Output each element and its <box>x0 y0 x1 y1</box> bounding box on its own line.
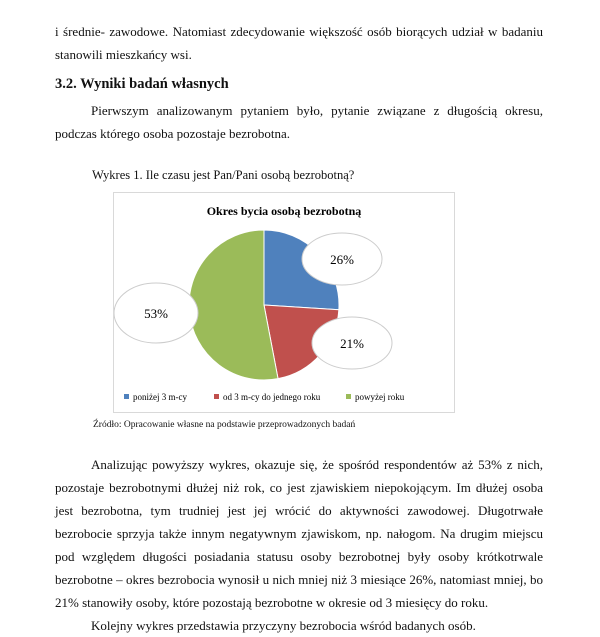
top-paragraph: i średnie- zawodowe. Natomiast zdecydowa… <box>55 24 543 62</box>
section-heading: 3.2. Wyniki badań własnych <box>55 76 229 92</box>
analysis-paragraph: Analizując powyższy wykres, okazuje się,… <box>55 457 543 610</box>
data-label-bubble <box>311 316 393 370</box>
data-label: 53% <box>144 306 168 321</box>
legend-swatch <box>214 394 219 399</box>
figure-caption: Wykres 1. Ile czasu jest Pan/Pani osobą … <box>92 168 355 182</box>
intro-paragraph: Pierwszym analizowanym pytaniem było, py… <box>55 103 543 141</box>
data-label: 26% <box>330 252 354 267</box>
legend-swatch <box>124 394 129 399</box>
pie-chart: Okres bycia osobą bezrobotną 26% 21% 53% p… <box>113 192 455 413</box>
data-label-bubble <box>113 282 199 344</box>
legend-label: od 3 m-cy do jednego roku <box>223 392 321 402</box>
legend-swatch <box>346 394 351 399</box>
data-label-bubble <box>301 232 383 286</box>
figure-source: Źródło: Opracowanie własne na podstawie … <box>93 420 356 430</box>
legend-label: powyżej roku <box>355 392 405 402</box>
next-paragraph: Kolejny wykres przedstawia przyczyny bez… <box>91 618 476 633</box>
data-label: 21% <box>340 336 364 351</box>
legend-label: poniżej 3 m-cy <box>133 392 187 402</box>
chart-title: Okres bycia osobą bezrobotną <box>207 204 362 218</box>
